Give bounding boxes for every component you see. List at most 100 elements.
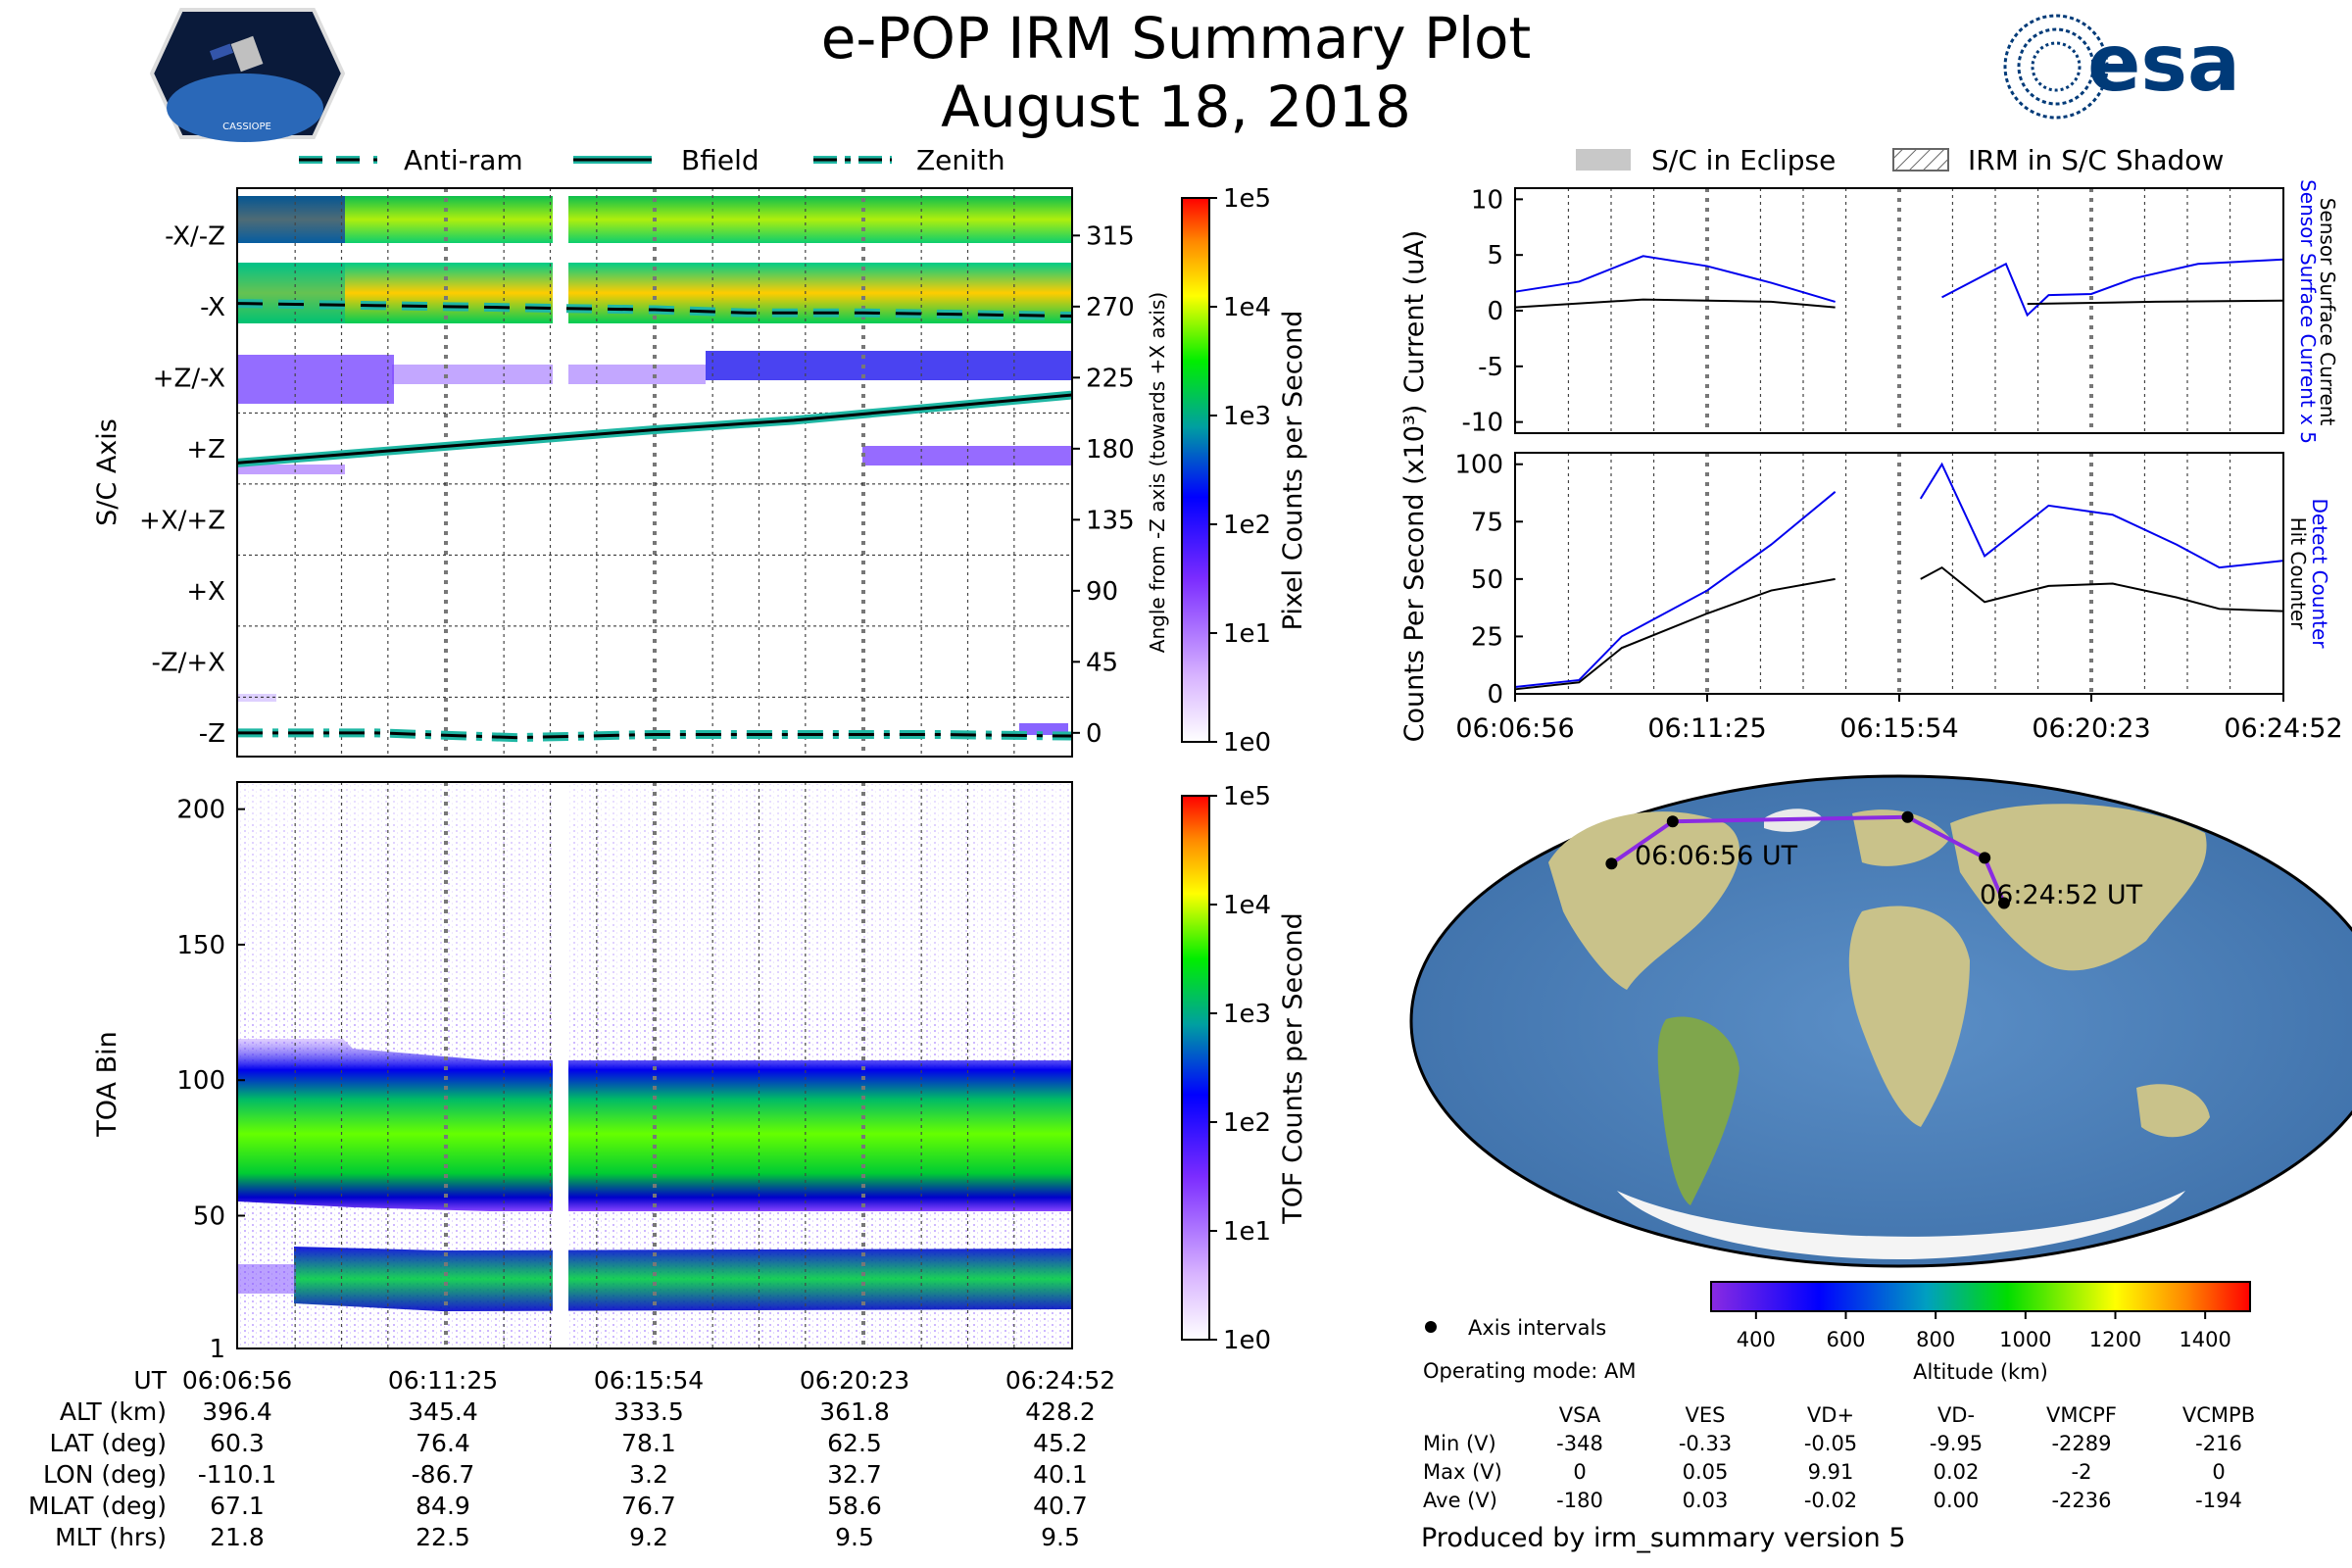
counts-x-tick-label: 06:11:25 [1647, 713, 1766, 744]
counts-tick-label: 0 [1487, 680, 1503, 710]
toa-tick-label: 1 [209, 1335, 225, 1364]
ephemeris-row-label: LAT (deg) [49, 1429, 167, 1457]
counts-lines [1514, 462, 2284, 691]
current-right-label-black: Sensor Surface Current [2316, 198, 2339, 426]
ephemeris-cell: 396.4 [202, 1397, 272, 1426]
voltage-cell: -0.02 [1803, 1489, 1858, 1512]
ephemeris-cell: 76.4 [416, 1429, 470, 1457]
toa-tick-label: 200 [176, 796, 225, 825]
sc-angle-tick: 135 [1086, 506, 1135, 535]
ephemeris-cell: 06:06:56 [181, 1366, 293, 1395]
ephemeris-cell: 9.2 [629, 1523, 668, 1551]
sc-angle-tick: 315 [1086, 221, 1135, 251]
sc-axis-vgrid [294, 188, 1015, 757]
voltage-column-header: VD- [1936, 1403, 1976, 1427]
esa-logo: esa [2003, 14, 2240, 120]
series-detect-counter [1919, 462, 2284, 569]
legend-zenith: Zenith [916, 144, 1005, 176]
operating-mode: Operating mode: AM [1423, 1359, 1636, 1383]
voltage-row-label: Min (V) [1423, 1432, 1496, 1455]
altitude-tick-label: 800 [1916, 1328, 1955, 1351]
sc-angle-tick: 45 [1086, 648, 1118, 677]
counts-vgrid [1567, 453, 2231, 694]
track-interval-dot [1901, 810, 1914, 823]
voltage-row-label: Max (V) [1423, 1460, 1502, 1484]
voltage-cell: 9.91 [1807, 1460, 1854, 1484]
colorbar-tick-label: 1e2 [1223, 1108, 1271, 1138]
voltage-cell: 0.02 [1933, 1460, 1980, 1484]
ephemeris-cell: 06:24:52 [1004, 1366, 1116, 1395]
current-tick-label: 0 [1487, 297, 1503, 326]
counts-tick-label: 100 [1454, 451, 1503, 480]
voltage-cell: 0.05 [1682, 1460, 1729, 1484]
counts-x-tick-label: 06:06:56 [1455, 713, 1574, 744]
counts-ylabel: Counts Per Second (x10³) [1399, 405, 1430, 743]
toa-ylabel: TOA Bin [92, 1031, 122, 1137]
ephemeris-cell: 06:15:54 [593, 1366, 705, 1395]
ephemeris-cell: 21.8 [210, 1523, 265, 1551]
colorbar-tick-label: 1e4 [1223, 891, 1271, 920]
altitude-tick-label: 1000 [1999, 1328, 2051, 1351]
map-start-label: 06:06:56 UT [1635, 841, 1798, 871]
voltage-cell: 0 [1573, 1460, 1587, 1484]
ephemeris-row-label: UT [133, 1366, 167, 1395]
sc-category-tick: -X/-Z [165, 221, 225, 251]
legend-right: S/C in Eclipse IRM in S/C Shadow [1576, 144, 2224, 176]
counts-panel: 100 75 50 25 0 06:06:56 06:11:25 06:15:54 06:20… [1399, 405, 2343, 744]
voltage-cell: -0.05 [1803, 1432, 1858, 1455]
toa-tick-label: 150 [176, 931, 225, 960]
ephemeris-cell: 361.8 [819, 1397, 890, 1426]
sc-category-tick: -Z [199, 719, 225, 749]
current-tick-label: -5 [1478, 353, 1503, 382]
series-surface-current [2027, 299, 2284, 306]
axis-interval-dot [1425, 1321, 1437, 1333]
toa-data-gap [553, 782, 568, 1348]
series-detect-counter [1514, 491, 1837, 688]
tof-colorbar-ticks: 1e5 1e4 1e3 1e2 1e1 1e0 [1209, 782, 1271, 1355]
toa-tick-label: 50 [193, 1201, 225, 1231]
sc-axis-ylabel: S/C Axis [92, 418, 122, 526]
ephemeris-row-label: MLAT (deg) [27, 1492, 167, 1520]
footer-text: Produced by irm_summary version 5 [1421, 1523, 1906, 1553]
voltage-column-header: VD+ [1806, 1403, 1855, 1427]
sc-angle-tick: 270 [1086, 293, 1135, 322]
cassiope-logo: CASSIOPE [149, 8, 346, 142]
counts-xticks: 06:06:56 06:11:25 06:15:54 06:20:23 06:24:52 [1455, 694, 2343, 744]
ephemeris-cell: -86.7 [411, 1460, 475, 1489]
current-tick-label: 10 [1471, 185, 1503, 215]
pixel-colorbar-label: Pixel Counts per Second [1278, 311, 1308, 631]
current-tick-label: -10 [1462, 409, 1503, 438]
current-yticks: 10 5 0 -5 -10 [1462, 185, 1523, 438]
counts-x-tick-label: 06:15:54 [1839, 713, 1958, 744]
sc-category-tick: +Z/-X [153, 364, 225, 393]
sc-category-tick: +X [186, 577, 225, 607]
voltage-row-label: Ave (V) [1423, 1489, 1497, 1512]
ephemeris-cell: 45.2 [1033, 1429, 1088, 1457]
pixel-colorbar: 1e5 1e4 1e3 1e2 1e1 1e0 Pixel Counts per Seco… [1181, 184, 1308, 758]
legend-bfield: Bfield [681, 144, 760, 176]
current-panel: 10 5 0 -5 -10 Current (uA) Sensor Surface Cu… [1399, 179, 2339, 444]
map-continents [1548, 804, 2210, 1259]
series-surface-current-x5 [1514, 255, 1836, 303]
pixel-colorbar-ticks: 1e5 1e4 1e3 1e2 1e1 1e0 [1209, 184, 1271, 758]
axis-intervals-label: Axis intervals [1468, 1316, 1606, 1340]
colorbar-tick-label: 1e4 [1223, 293, 1271, 322]
sc-axis-hgrid [237, 412, 1072, 698]
sc-angle-tick: 225 [1086, 364, 1135, 393]
series-hit-counter [1920, 565, 2284, 612]
sc-angle-tick: 0 [1086, 719, 1102, 749]
altitude-tick-label: 400 [1737, 1328, 1776, 1351]
ephemeris-cell: 22.5 [416, 1523, 470, 1551]
ephemeris-row-label: ALT (km) [59, 1397, 167, 1426]
series-surface-current-x5 [1941, 258, 2284, 318]
colorbar-tick-label: 1e3 [1223, 1000, 1271, 1029]
toa-tick-label: 100 [176, 1066, 225, 1096]
colorbar-tick-label: 1e0 [1223, 1326, 1271, 1355]
track-interval-dot [1666, 815, 1679, 828]
counts-tick-label: 75 [1471, 508, 1503, 537]
sc-category-tick: +X/+Z [139, 506, 225, 535]
ephemeris-cell: 58.6 [827, 1492, 882, 1520]
legend-irm-shadow: IRM in S/C Shadow [1968, 144, 2224, 176]
altitude-colorbar-label: Altitude (km) [1913, 1360, 2048, 1384]
ephemeris-cell: 78.1 [621, 1429, 676, 1457]
